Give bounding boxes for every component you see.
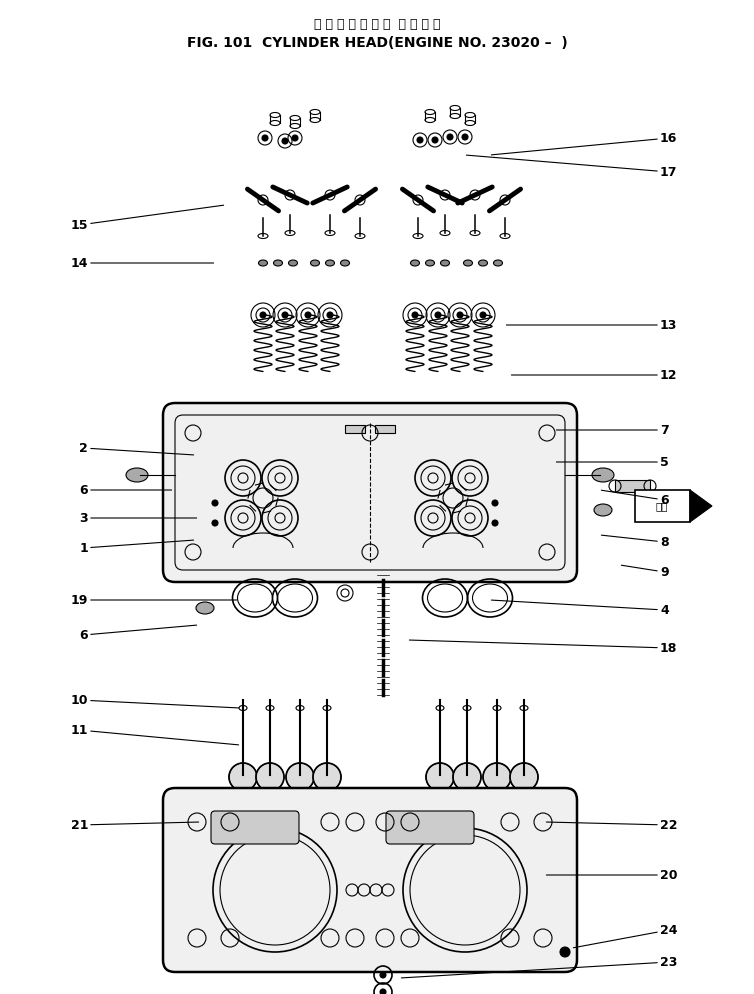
Text: 21: 21 (71, 818, 198, 832)
Ellipse shape (479, 260, 488, 266)
Ellipse shape (274, 260, 283, 266)
Circle shape (325, 190, 335, 200)
Text: 6: 6 (602, 490, 669, 507)
FancyBboxPatch shape (163, 403, 577, 582)
Text: 18: 18 (409, 640, 677, 654)
Ellipse shape (440, 260, 449, 266)
Text: 3: 3 (79, 512, 197, 525)
Circle shape (256, 763, 284, 791)
Text: 5: 5 (556, 455, 669, 468)
Text: 12: 12 (511, 369, 678, 382)
Circle shape (380, 972, 386, 978)
Text: 9: 9 (621, 566, 669, 579)
Polygon shape (690, 490, 712, 522)
Text: 13: 13 (507, 318, 677, 332)
Bar (375, 425, 395, 433)
Text: 17: 17 (467, 155, 678, 179)
Circle shape (282, 312, 288, 318)
Text: 前方: 前方 (656, 501, 668, 511)
Ellipse shape (196, 602, 214, 614)
Text: FIG. 101  CYLINDER HEAD(ENGINE NO. 23020 –  ): FIG. 101 CYLINDER HEAD(ENGINE NO. 23020 … (187, 36, 567, 50)
Circle shape (260, 312, 266, 318)
Text: 16: 16 (492, 131, 677, 155)
Text: 24: 24 (573, 923, 678, 947)
Circle shape (380, 989, 386, 994)
Circle shape (492, 520, 498, 526)
Circle shape (426, 763, 454, 791)
Circle shape (470, 190, 480, 200)
Text: 15: 15 (71, 205, 224, 232)
FancyBboxPatch shape (386, 811, 474, 844)
Circle shape (212, 520, 218, 526)
Circle shape (212, 500, 218, 506)
Bar (635, 490, 690, 522)
Text: 2: 2 (79, 441, 194, 455)
Text: 11: 11 (71, 724, 238, 745)
Text: 7: 7 (556, 423, 669, 436)
Text: 4: 4 (492, 600, 669, 616)
Circle shape (305, 312, 311, 318)
Text: 1: 1 (79, 540, 194, 555)
Text: 8: 8 (602, 535, 669, 549)
Circle shape (286, 763, 314, 791)
Circle shape (447, 134, 453, 140)
Ellipse shape (341, 260, 350, 266)
Text: 6: 6 (79, 625, 197, 641)
Ellipse shape (594, 504, 612, 516)
Circle shape (560, 947, 570, 957)
FancyBboxPatch shape (163, 788, 577, 972)
Circle shape (462, 134, 468, 140)
Circle shape (313, 763, 341, 791)
Text: シ リ ン ダ ヘ ッ ド  通 用 号 機: シ リ ン ダ ヘ ッ ド 通 用 号 機 (314, 18, 440, 31)
Ellipse shape (311, 260, 320, 266)
Text: 6: 6 (79, 483, 172, 496)
Circle shape (500, 195, 510, 205)
Ellipse shape (425, 260, 434, 266)
Ellipse shape (126, 468, 148, 482)
Circle shape (412, 312, 418, 318)
Circle shape (229, 763, 257, 791)
Text: 23: 23 (401, 955, 677, 978)
Bar (615, 480, 650, 492)
Text: 19: 19 (71, 593, 237, 606)
Ellipse shape (410, 260, 419, 266)
Circle shape (258, 195, 268, 205)
Circle shape (453, 763, 481, 791)
FancyBboxPatch shape (211, 811, 299, 844)
Circle shape (435, 312, 441, 318)
Ellipse shape (464, 260, 473, 266)
Circle shape (510, 763, 538, 791)
Text: 20: 20 (547, 869, 678, 882)
Circle shape (355, 195, 365, 205)
Circle shape (262, 135, 268, 141)
Ellipse shape (259, 260, 268, 266)
Text: 10: 10 (71, 694, 238, 708)
Circle shape (417, 137, 423, 143)
Bar (345, 425, 365, 433)
Circle shape (440, 190, 450, 200)
Circle shape (413, 195, 423, 205)
Ellipse shape (494, 260, 502, 266)
Circle shape (327, 312, 333, 318)
Ellipse shape (592, 468, 614, 482)
Text: 22: 22 (547, 818, 678, 832)
Circle shape (483, 763, 511, 791)
Circle shape (282, 138, 288, 144)
Circle shape (292, 135, 298, 141)
Ellipse shape (289, 260, 298, 266)
Text: 14: 14 (71, 256, 213, 269)
Circle shape (432, 137, 438, 143)
Circle shape (492, 500, 498, 506)
Circle shape (285, 190, 295, 200)
Circle shape (480, 312, 486, 318)
Ellipse shape (326, 260, 335, 266)
Circle shape (457, 312, 463, 318)
